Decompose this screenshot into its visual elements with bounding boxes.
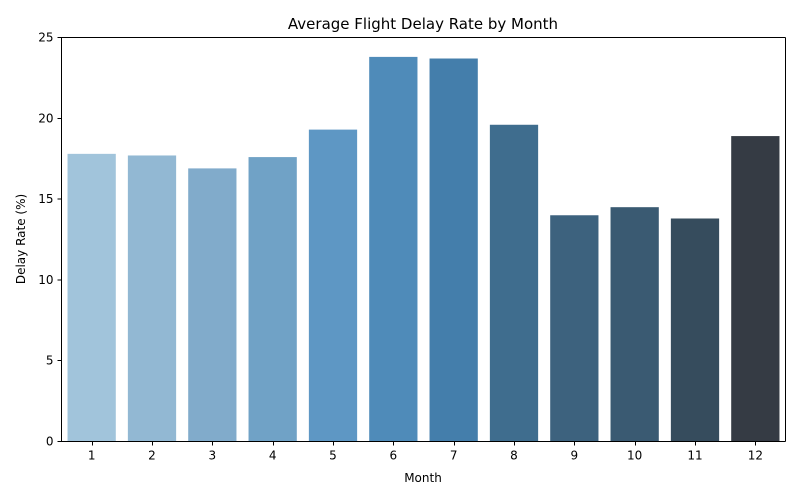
y-tick-label: 0 (46, 435, 54, 449)
bar-month-10 (610, 207, 659, 442)
bar-month-3 (188, 168, 237, 442)
bar-month-1 (67, 153, 116, 442)
bar-month-6 (369, 56, 418, 442)
x-axis-ticks: 1 2 3 4 5 6 7 8 9 10 11 12 (88, 441, 763, 463)
x-tick-label: 7 (450, 449, 458, 463)
x-tick-label: 9 (571, 449, 579, 463)
bar-month-4 (248, 157, 297, 442)
y-tick-label: 15 (38, 192, 53, 206)
y-tick-label: 5 (46, 354, 54, 368)
x-tick-label: 4 (269, 449, 277, 463)
x-tick-label: 6 (390, 449, 398, 463)
bar-month-11 (670, 218, 720, 442)
x-tick-label: 11 (687, 449, 702, 463)
x-tick-label: 8 (510, 449, 518, 463)
x-tick-label: 2 (148, 449, 156, 463)
y-axis-title: Delay Rate (%) (14, 194, 28, 284)
x-tick-label: 3 (209, 449, 217, 463)
x-axis-title: Month (404, 471, 442, 485)
bar-month-8 (489, 124, 539, 442)
bar-month-12 (731, 136, 780, 442)
bar-month-5 (308, 129, 358, 442)
bar-month-9 (550, 215, 599, 442)
bar-month-7 (429, 58, 478, 442)
chart-title: Average Flight Delay Rate by Month (288, 15, 558, 33)
y-tick-label: 20 (38, 111, 53, 125)
axes-frame (61, 37, 786, 442)
x-tick-label: 1 (88, 449, 96, 463)
y-tick-label: 25 (38, 31, 53, 45)
y-axis-ticks: 0 5 10 15 20 25 (38, 31, 62, 449)
bars-layer (67, 56, 780, 442)
y-tick-label: 10 (38, 273, 53, 287)
x-tick-label: 10 (627, 449, 642, 463)
x-tick-label: 5 (329, 449, 337, 463)
bar-month-2 (127, 155, 177, 442)
x-tick-label: 12 (748, 449, 763, 463)
